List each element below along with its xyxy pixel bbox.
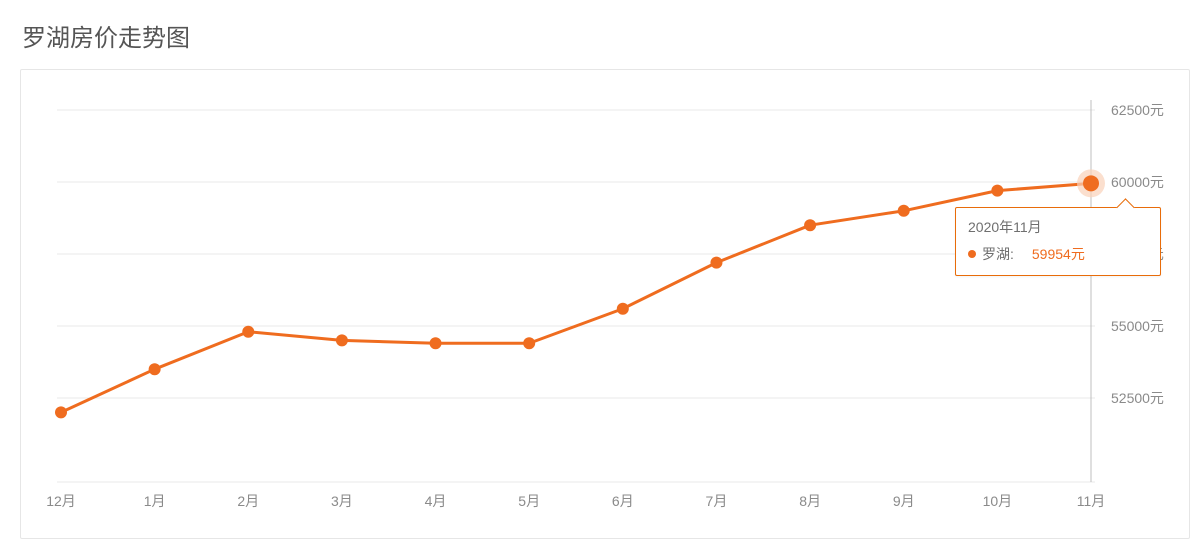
tooltip-series-dot-icon [968, 250, 976, 258]
svg-text:1月: 1月 [144, 493, 166, 509]
svg-text:5月: 5月 [518, 493, 540, 509]
svg-text:52500元: 52500元 [1111, 390, 1164, 406]
svg-text:2月: 2月 [237, 493, 259, 509]
price-trend-chart[interactable]: 52500元55000元57500元60000元62500元12月1月2月3月4… [21, 70, 1189, 538]
tooltip-value: 59954元 [1032, 243, 1085, 265]
tooltip-series-label: 罗湖: [982, 243, 1014, 265]
svg-text:11月: 11月 [1077, 493, 1106, 509]
chart-title: 罗湖房价走势图 [22, 18, 1190, 53]
svg-text:62500元: 62500元 [1111, 102, 1164, 118]
svg-text:55000元: 55000元 [1111, 318, 1164, 334]
tooltip-title: 2020年11月 [968, 216, 1148, 238]
svg-text:60000元: 60000元 [1111, 174, 1164, 190]
svg-text:10月: 10月 [983, 493, 1013, 509]
chart-card: 52500元55000元57500元60000元62500元12月1月2月3月4… [20, 69, 1190, 539]
svg-text:7月: 7月 [706, 493, 728, 509]
svg-text:9月: 9月 [893, 493, 915, 509]
svg-text:4月: 4月 [425, 493, 447, 509]
svg-text:3月: 3月 [331, 493, 353, 509]
svg-text:12月: 12月 [46, 493, 76, 509]
page-root: 罗湖房价走势图 52500元55000元57500元60000元62500元12… [0, 0, 1200, 540]
tooltip-row: 罗湖: 59954元 [968, 243, 1148, 265]
svg-text:6月: 6月 [612, 493, 634, 509]
svg-text:8月: 8月 [799, 493, 821, 509]
chart-tooltip: 2020年11月 罗湖: 59954元 [955, 207, 1161, 276]
